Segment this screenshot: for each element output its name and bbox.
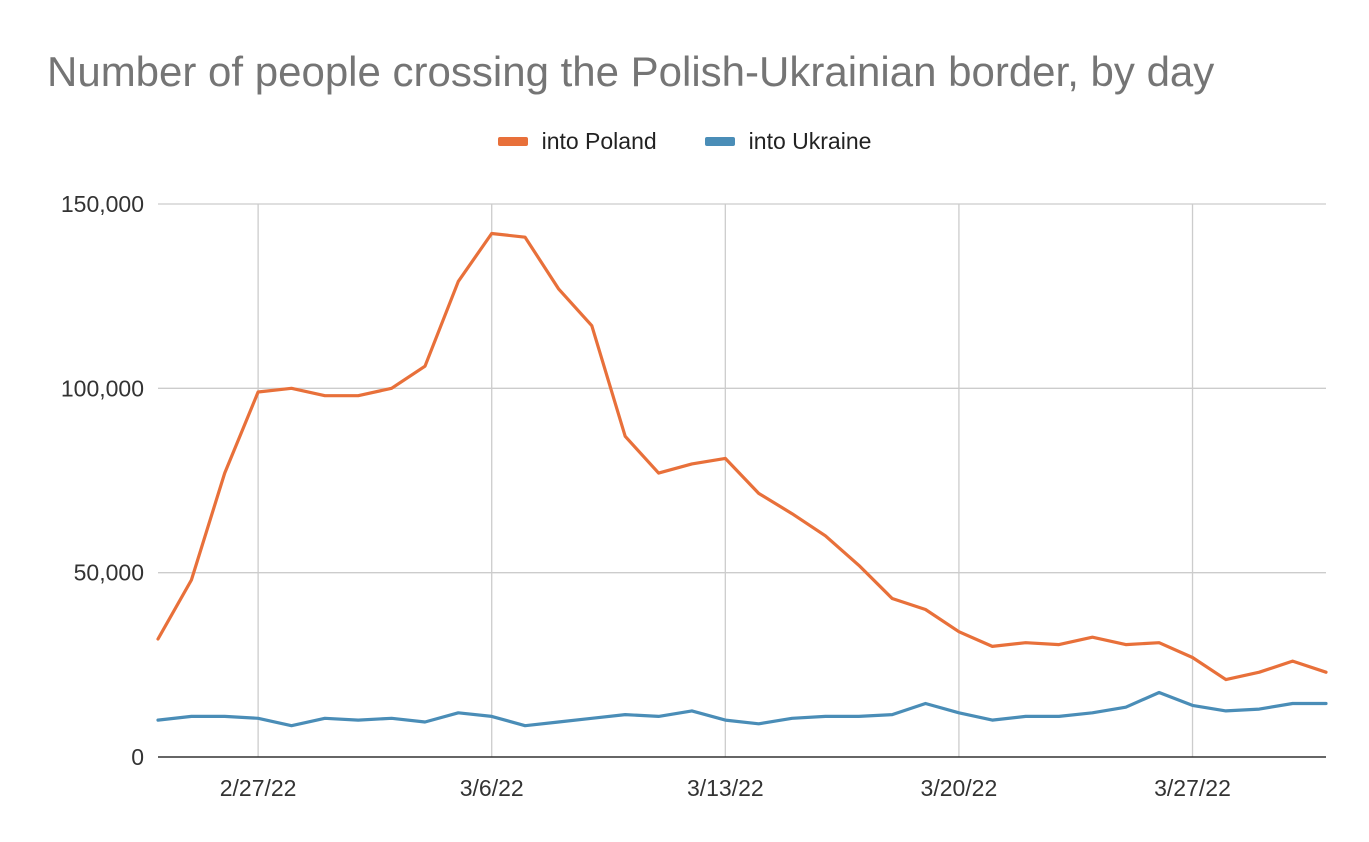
y-tick-label: 150,000 bbox=[61, 191, 144, 217]
y-tick-label: 100,000 bbox=[61, 375, 144, 401]
x-tick-label: 3/27/22 bbox=[1154, 775, 1231, 801]
x-tick-label: 3/6/22 bbox=[460, 775, 524, 801]
x-tick-label: 2/27/22 bbox=[220, 775, 297, 801]
series-line-into-ukraine bbox=[156, 690, 1328, 728]
legend-label: into Ukraine bbox=[748, 128, 872, 154]
x-tick-label: 3/20/22 bbox=[921, 775, 998, 801]
legend-label: into Poland bbox=[541, 128, 657, 154]
y-tick-label: 0 bbox=[131, 744, 144, 770]
y-tick-label: 50,000 bbox=[74, 560, 144, 586]
series-line-into-poland bbox=[156, 231, 1328, 682]
chart-title: Number of people crossing the Polish-Ukr… bbox=[47, 48, 1215, 95]
legend-item: into Poland bbox=[497, 128, 657, 155]
legend-swatch bbox=[497, 137, 528, 146]
legend-swatch bbox=[704, 137, 735, 146]
legend-item: into Ukraine bbox=[704, 128, 872, 155]
x-tick-label: 3/13/22 bbox=[687, 775, 764, 801]
legend: into Poland into Ukraine bbox=[0, 128, 1369, 155]
